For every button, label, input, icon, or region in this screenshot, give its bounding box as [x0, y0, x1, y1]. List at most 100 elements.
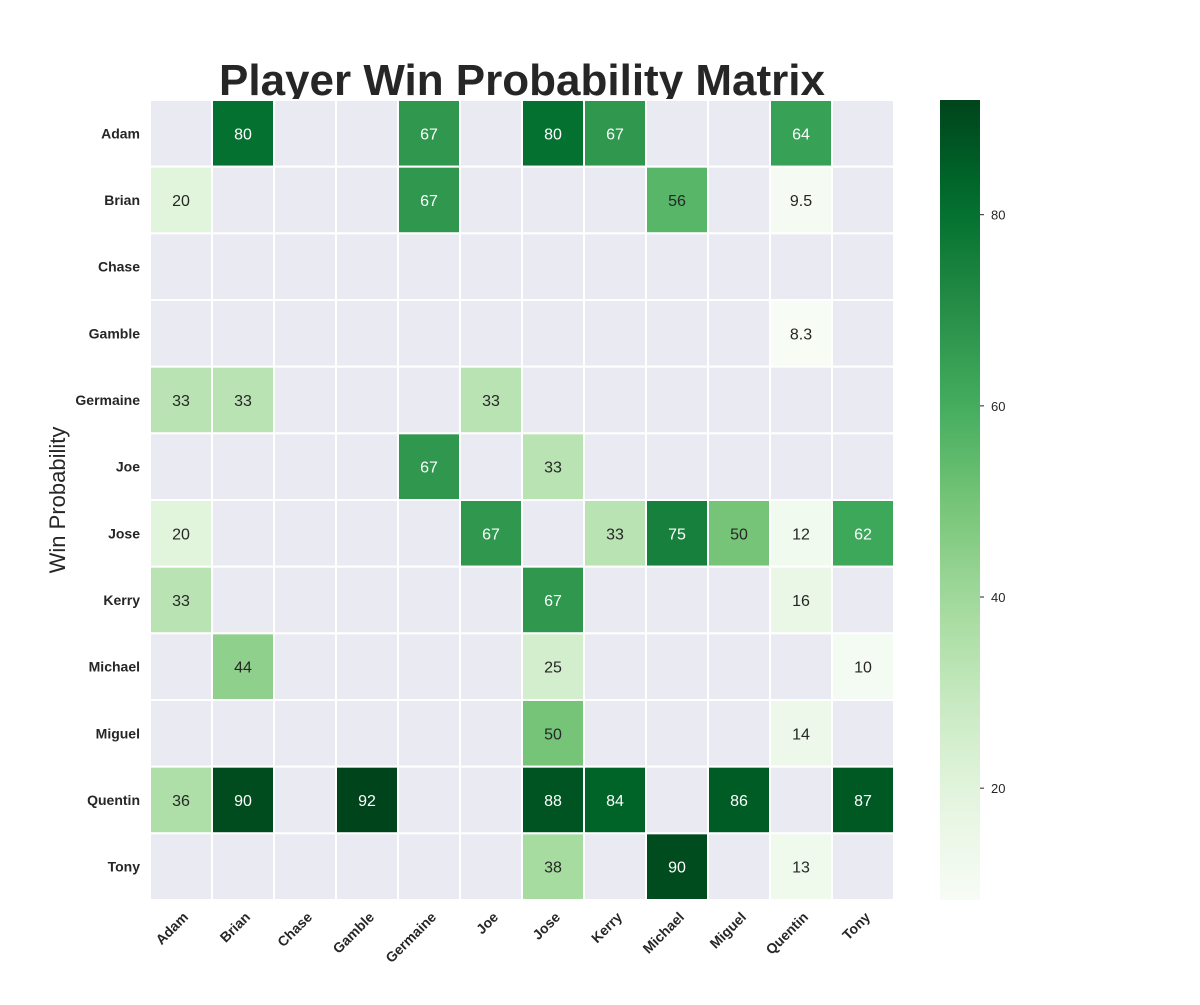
heatmap-cell-empty [459, 165, 523, 235]
heatmap-cell-empty [831, 232, 895, 301]
heatmap-cell-empty [707, 232, 771, 301]
heatmap-cell-empty [769, 765, 833, 835]
heatmap-cell-empty [459, 432, 523, 502]
heatmap-cell-label: 64 [792, 126, 810, 143]
heatmap-cell-label: 50 [730, 526, 748, 543]
row-tick-label: Brian [104, 192, 140, 208]
heatmap-cell-label: 62 [854, 526, 872, 543]
column-labels: Adam Brian Chase Gamble Germaine Joe Jose Kerry… [152, 909, 873, 966]
heatmap-cell [521, 699, 585, 768]
colorbar-tick-label: 60 [991, 399, 1005, 414]
heatmap-cell-label: 44 [234, 660, 252, 677]
heatmap-cell-empty [459, 299, 523, 368]
heatmap-cell-empty [273, 765, 337, 835]
heatmap-cell-empty [397, 499, 461, 568]
heatmap-cell-empty [149, 232, 213, 301]
heatmap-cell-label: 88 [544, 793, 562, 810]
heatmap-cell-label: 33 [482, 393, 500, 410]
heatmap-cell-empty [459, 765, 523, 835]
heatmap-cell-empty [211, 432, 275, 502]
heatmap-cell [459, 499, 523, 568]
column-tick-label: Michael [639, 909, 687, 957]
heatmap-cell-empty [211, 832, 275, 901]
heatmap-cell-empty [149, 832, 213, 901]
heatmap-cell-label: 10 [854, 660, 872, 677]
colorbar-tick-label: 80 [991, 208, 1005, 223]
heatmap-cell-empty [273, 365, 337, 435]
heatmap-cell [707, 765, 771, 835]
heatmap-cell-label: 80 [544, 126, 562, 143]
heatmap-cell-label: 13 [792, 860, 810, 877]
heatmap-cell-label: 33 [172, 593, 190, 610]
heatmap-cell-empty [521, 232, 585, 301]
heatmap-cell-empty [831, 565, 895, 635]
colorbar-tick-label: 20 [991, 781, 1005, 796]
heatmap-cell-empty [335, 832, 399, 901]
column-tick-label: Chase [274, 909, 315, 950]
heatmap-cell [645, 499, 709, 568]
heatmap-cell-empty [707, 432, 771, 502]
heatmap-cell [831, 765, 895, 835]
heatmap-cell-label: 36 [172, 793, 190, 810]
heatmap-cell-empty [149, 299, 213, 368]
heatmap-cell-empty [831, 832, 895, 901]
heatmap-cell-empty [769, 432, 833, 502]
heatmap-cell-label: 33 [172, 393, 190, 410]
heatmap-cell-empty [273, 632, 337, 701]
heatmap-cell-empty [459, 632, 523, 701]
heatmap-cell-empty [397, 699, 461, 768]
heatmap-cell-label: 33 [606, 526, 624, 543]
heatmap-cell-label: 86 [730, 793, 748, 810]
heatmap-cell-empty [459, 99, 523, 168]
heatmap-cell-label: 12 [792, 526, 810, 543]
heatmap-cell-label: 80 [234, 126, 252, 143]
heatmap-cell-empty [273, 165, 337, 235]
heatmap-cell-empty [459, 699, 523, 768]
heatmap-cell-label: 67 [420, 460, 438, 477]
heatmap-cell-empty [397, 565, 461, 635]
heatmap-cell [397, 99, 461, 168]
heatmap-cell-empty [149, 632, 213, 701]
heatmap-cell-empty [769, 632, 833, 701]
heatmap-cell-empty [521, 499, 585, 568]
row-tick-label: Gamble [89, 325, 141, 341]
heatmap-cells: 80 67 80 67 64 20 67 56 9.5 8.3 33 33 33 67 33 20 67 33 75… [149, 99, 895, 901]
heatmap-cell-empty [459, 232, 523, 301]
heatmap-cell-empty [707, 165, 771, 235]
heatmap-cell-empty [273, 432, 337, 502]
heatmap-cell-empty [459, 565, 523, 635]
column-tick-label: Adam [152, 909, 191, 948]
heatmap-cell-empty [831, 299, 895, 368]
heatmap-cell-empty [583, 632, 647, 701]
heatmap-cell-label: 67 [420, 126, 438, 143]
column-tick-label: Quentin [762, 909, 811, 958]
heatmap-cell-empty [335, 99, 399, 168]
heatmap-cell [211, 99, 275, 168]
heatmap-cell-label: 50 [544, 726, 562, 743]
heatmap-cell-empty [335, 365, 399, 435]
colorbar-tick-label: 40 [991, 590, 1005, 605]
heatmap-cell-empty [335, 232, 399, 301]
y-axis-label: Win Probability [45, 427, 70, 574]
heatmap-cell-empty [521, 299, 585, 368]
heatmap-cell [831, 499, 895, 568]
heatmap-cell-label: 84 [606, 793, 624, 810]
row-tick-label: Chase [98, 259, 140, 275]
column-tick-label: Brian [216, 909, 253, 946]
heatmap-cell-empty [583, 432, 647, 502]
heatmap-cell-label: 33 [544, 460, 562, 477]
heatmap-cell [211, 365, 275, 435]
heatmap-cell [645, 165, 709, 235]
heatmap-cell-label: 38 [544, 860, 562, 877]
heatmap-cell-label: 67 [482, 526, 500, 543]
heatmap-cell-label: 16 [792, 593, 810, 610]
heatmap-cell-empty [273, 99, 337, 168]
heatmap-cell-empty [707, 299, 771, 368]
heatmap-cell-label: 14 [792, 726, 810, 743]
heatmap-cell-empty [645, 432, 709, 502]
heatmap-cell-empty [397, 299, 461, 368]
heatmap-cell [769, 832, 833, 901]
heatmap-cell [521, 832, 585, 901]
heatmap-cell-empty [831, 432, 895, 502]
